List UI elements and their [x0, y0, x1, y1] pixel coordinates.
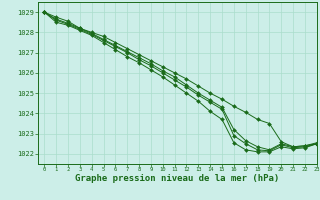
X-axis label: Graphe pression niveau de la mer (hPa): Graphe pression niveau de la mer (hPa)	[76, 174, 280, 183]
